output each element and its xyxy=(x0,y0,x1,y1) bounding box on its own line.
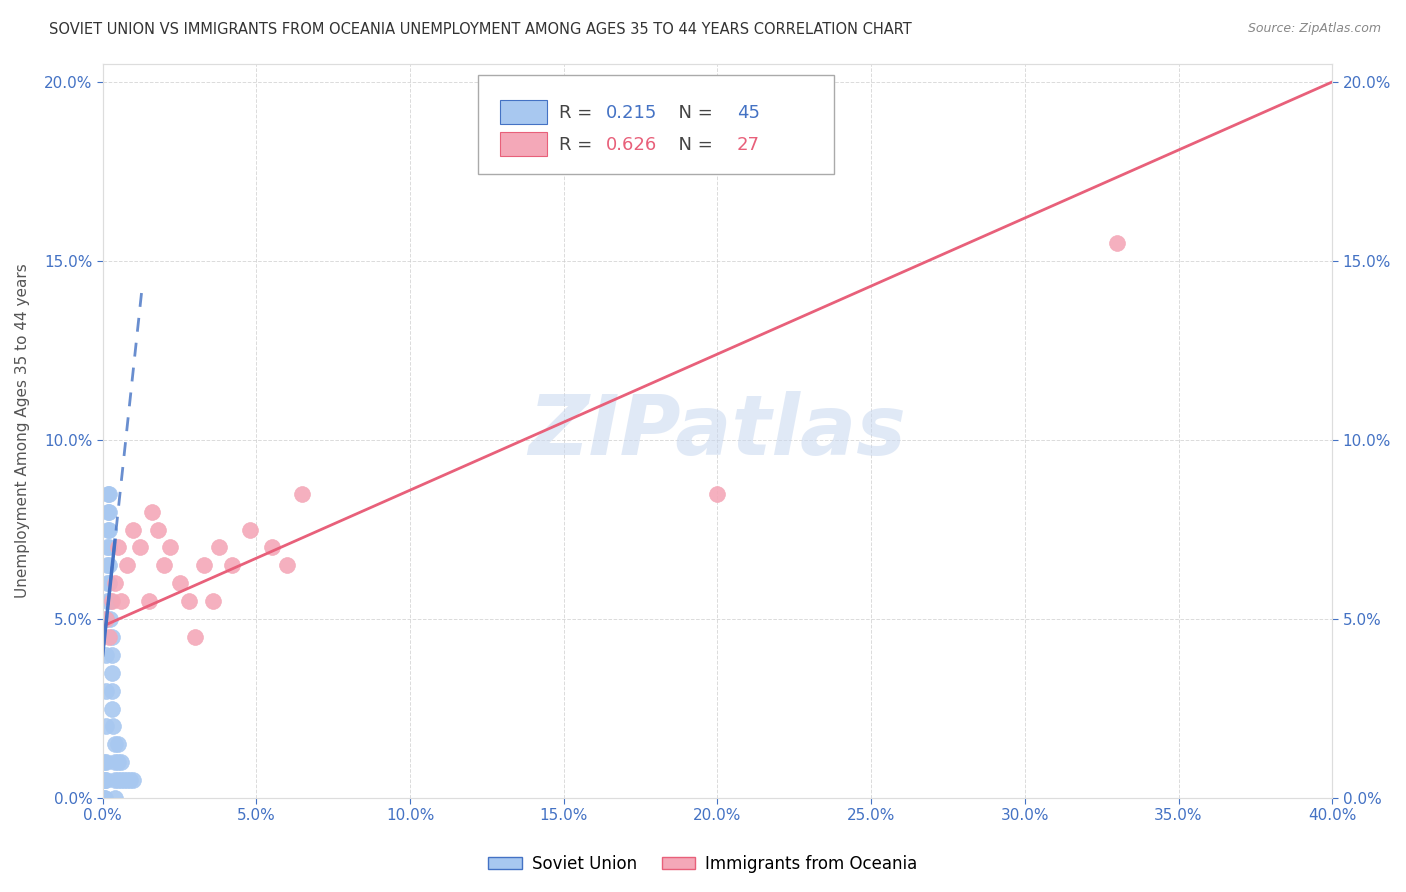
Point xyxy=(104,773,127,788)
Point xyxy=(117,558,139,573)
Text: 0.215: 0.215 xyxy=(606,103,657,121)
Point xyxy=(101,683,124,698)
Point xyxy=(93,773,115,788)
Point xyxy=(146,523,169,537)
Text: R =: R = xyxy=(558,136,598,153)
Text: N =: N = xyxy=(666,136,718,153)
FancyBboxPatch shape xyxy=(499,132,547,156)
Point xyxy=(101,665,124,680)
Legend: Soviet Union, Immigrants from Oceania: Soviet Union, Immigrants from Oceania xyxy=(482,848,924,880)
Point xyxy=(120,773,142,788)
Y-axis label: Unemployment Among Ages 35 to 44 years: Unemployment Among Ages 35 to 44 years xyxy=(15,264,30,599)
Point xyxy=(96,648,118,662)
Point xyxy=(101,594,124,608)
Text: N =: N = xyxy=(666,103,718,121)
Point xyxy=(96,558,118,573)
Point xyxy=(141,505,163,519)
Point xyxy=(94,719,117,733)
Point xyxy=(208,541,231,555)
Point xyxy=(94,791,117,805)
Point xyxy=(103,719,125,733)
Point xyxy=(97,486,120,500)
Point xyxy=(110,594,132,608)
Point xyxy=(94,756,117,770)
Point xyxy=(706,486,728,500)
Point xyxy=(184,630,207,644)
Point xyxy=(112,773,135,788)
Point xyxy=(96,594,118,608)
Point xyxy=(104,756,127,770)
Text: R =: R = xyxy=(558,103,598,121)
Point xyxy=(98,558,121,573)
Point xyxy=(110,756,132,770)
Point xyxy=(104,576,127,591)
Text: Source: ZipAtlas.com: Source: ZipAtlas.com xyxy=(1247,22,1381,36)
Point xyxy=(107,756,129,770)
Point xyxy=(101,630,124,644)
Point xyxy=(98,576,121,591)
Point xyxy=(104,791,127,805)
Point xyxy=(96,541,118,555)
Point xyxy=(260,541,283,555)
Point xyxy=(291,486,314,500)
Point xyxy=(153,558,176,573)
Point xyxy=(97,505,120,519)
Point xyxy=(97,541,120,555)
Point xyxy=(202,594,225,608)
Point xyxy=(93,756,115,770)
Point xyxy=(107,541,129,555)
Point xyxy=(94,612,117,626)
Point xyxy=(94,683,117,698)
Point xyxy=(104,737,127,751)
Point xyxy=(1105,236,1128,251)
Point xyxy=(97,486,120,500)
Point xyxy=(97,523,120,537)
Point xyxy=(94,773,117,788)
Point xyxy=(177,594,200,608)
Point xyxy=(128,541,150,555)
FancyBboxPatch shape xyxy=(478,75,834,174)
Point xyxy=(107,737,129,751)
Point xyxy=(122,523,145,537)
Point xyxy=(107,773,129,788)
Point xyxy=(98,594,121,608)
Text: ZIPatlas: ZIPatlas xyxy=(529,391,907,472)
Point xyxy=(117,773,139,788)
Point xyxy=(159,541,181,555)
Point xyxy=(98,612,121,626)
Text: 45: 45 xyxy=(737,103,761,121)
Point xyxy=(97,630,120,644)
Point xyxy=(97,523,120,537)
Point xyxy=(101,701,124,715)
Point xyxy=(93,791,115,805)
Text: 27: 27 xyxy=(737,136,761,153)
Point xyxy=(96,612,118,626)
Point xyxy=(169,576,191,591)
Point xyxy=(138,594,160,608)
Point xyxy=(97,505,120,519)
FancyBboxPatch shape xyxy=(499,100,547,123)
Text: SOVIET UNION VS IMMIGRANTS FROM OCEANIA UNEMPLOYMENT AMONG AGES 35 TO 44 YEARS C: SOVIET UNION VS IMMIGRANTS FROM OCEANIA … xyxy=(49,22,912,37)
Point xyxy=(110,773,132,788)
Point xyxy=(193,558,215,573)
Point xyxy=(96,576,118,591)
Point xyxy=(276,558,298,573)
Point xyxy=(221,558,243,573)
Text: 0.626: 0.626 xyxy=(606,136,657,153)
Point xyxy=(101,648,124,662)
Point xyxy=(122,773,145,788)
Point xyxy=(239,523,262,537)
Point xyxy=(94,773,117,788)
